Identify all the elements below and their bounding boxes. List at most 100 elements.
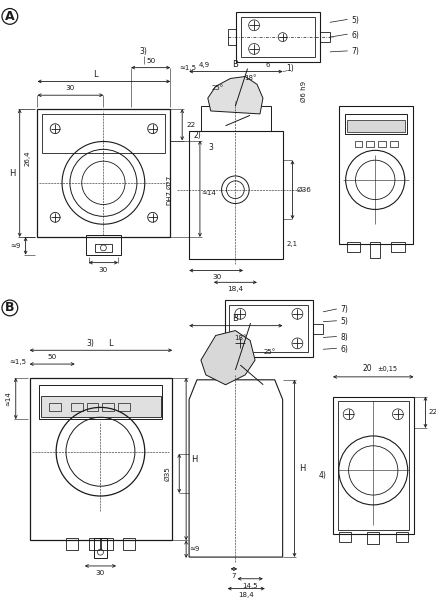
Bar: [37, 109, 170, 237]
Text: H: H: [191, 455, 197, 464]
Text: Ø6 h9: Ø6 h9: [301, 81, 307, 102]
Text: 5): 5): [341, 317, 349, 326]
Text: 22: 22: [429, 409, 436, 415]
Text: 20: 20: [362, 364, 372, 373]
Text: 25°: 25°: [211, 85, 224, 92]
Text: L: L: [93, 70, 98, 79]
Text: 3): 3): [140, 47, 148, 56]
Bar: [333, 396, 414, 534]
Text: 6: 6: [266, 62, 270, 68]
Bar: [347, 242, 361, 251]
Text: 25°: 25°: [264, 349, 276, 355]
Bar: [338, 402, 409, 530]
Bar: [30, 378, 172, 541]
Text: A: A: [5, 10, 15, 23]
Text: H: H: [10, 168, 16, 178]
Bar: [189, 131, 283, 259]
Text: B: B: [232, 315, 238, 323]
Text: 50: 50: [48, 354, 57, 360]
Bar: [102, 538, 113, 550]
Text: 30: 30: [96, 570, 105, 576]
Text: ±0,15: ±0,15: [377, 366, 397, 372]
Bar: [225, 300, 313, 357]
Text: 6): 6): [341, 345, 349, 354]
Bar: [366, 141, 374, 147]
Bar: [86, 235, 121, 255]
Text: Ø35: Ø35: [164, 466, 170, 481]
Bar: [241, 18, 315, 57]
Bar: [339, 106, 412, 244]
Text: 30: 30: [65, 85, 75, 92]
Text: 5): 5): [351, 16, 359, 25]
Circle shape: [2, 8, 18, 24]
Text: 18°: 18°: [234, 336, 246, 341]
Bar: [390, 141, 398, 147]
Text: 30: 30: [99, 267, 108, 273]
Text: 3): 3): [87, 339, 95, 348]
Text: 7): 7): [351, 47, 359, 56]
Text: 4): 4): [319, 471, 327, 480]
Text: 18,4: 18,4: [238, 593, 254, 599]
Text: 30: 30: [212, 275, 221, 281]
Text: 1): 1): [286, 64, 294, 73]
Bar: [339, 533, 351, 542]
Text: DH7: DH7: [167, 190, 172, 205]
Text: B: B: [232, 60, 238, 69]
Bar: [49, 404, 61, 411]
Bar: [95, 244, 112, 251]
Bar: [118, 404, 130, 411]
Text: ≈14: ≈14: [5, 391, 11, 406]
Bar: [66, 538, 78, 550]
Bar: [368, 533, 379, 544]
Bar: [228, 29, 236, 45]
Bar: [391, 242, 405, 251]
Bar: [347, 120, 405, 132]
Polygon shape: [201, 331, 255, 385]
Text: B: B: [5, 301, 14, 315]
Bar: [345, 114, 407, 133]
Bar: [42, 114, 165, 153]
Text: 6): 6): [351, 31, 359, 39]
Bar: [236, 13, 320, 62]
Circle shape: [2, 300, 18, 316]
Text: 4,9: 4,9: [198, 62, 209, 68]
Text: L: L: [108, 339, 112, 348]
Bar: [71, 404, 83, 411]
Text: 2): 2): [193, 131, 201, 140]
Text: 7): 7): [341, 305, 349, 315]
Bar: [94, 538, 107, 558]
Bar: [313, 324, 323, 333]
Text: 18,4: 18,4: [227, 286, 243, 292]
Bar: [229, 305, 308, 352]
Text: 14,5: 14,5: [242, 582, 258, 588]
Polygon shape: [208, 76, 263, 114]
Bar: [320, 32, 330, 42]
Text: ≈14: ≈14: [201, 190, 216, 196]
Bar: [354, 141, 362, 147]
Text: 2,1: 2,1: [287, 241, 298, 247]
Text: ≈9: ≈9: [10, 243, 21, 249]
Text: 7: 7: [231, 573, 235, 579]
Text: 18°: 18°: [244, 76, 256, 81]
Text: 50: 50: [146, 58, 155, 64]
Bar: [41, 396, 160, 418]
Text: Ø27: Ø27: [167, 175, 172, 189]
Bar: [89, 538, 100, 550]
Bar: [201, 106, 271, 131]
Text: 8): 8): [341, 333, 348, 342]
Text: 26,4: 26,4: [24, 150, 31, 166]
Text: ≈1,5: ≈1,5: [180, 65, 197, 71]
Bar: [378, 141, 386, 147]
Text: ≈9: ≈9: [189, 546, 199, 552]
Bar: [39, 385, 163, 419]
Text: 22: 22: [187, 122, 196, 128]
Bar: [87, 404, 99, 411]
Bar: [396, 533, 408, 542]
Text: H: H: [299, 464, 306, 473]
Text: ≈1,5: ≈1,5: [9, 359, 26, 365]
Text: 3: 3: [208, 143, 213, 152]
Text: Ø36: Ø36: [297, 187, 312, 193]
Bar: [123, 538, 135, 550]
Bar: [370, 242, 380, 258]
Bar: [102, 404, 114, 411]
